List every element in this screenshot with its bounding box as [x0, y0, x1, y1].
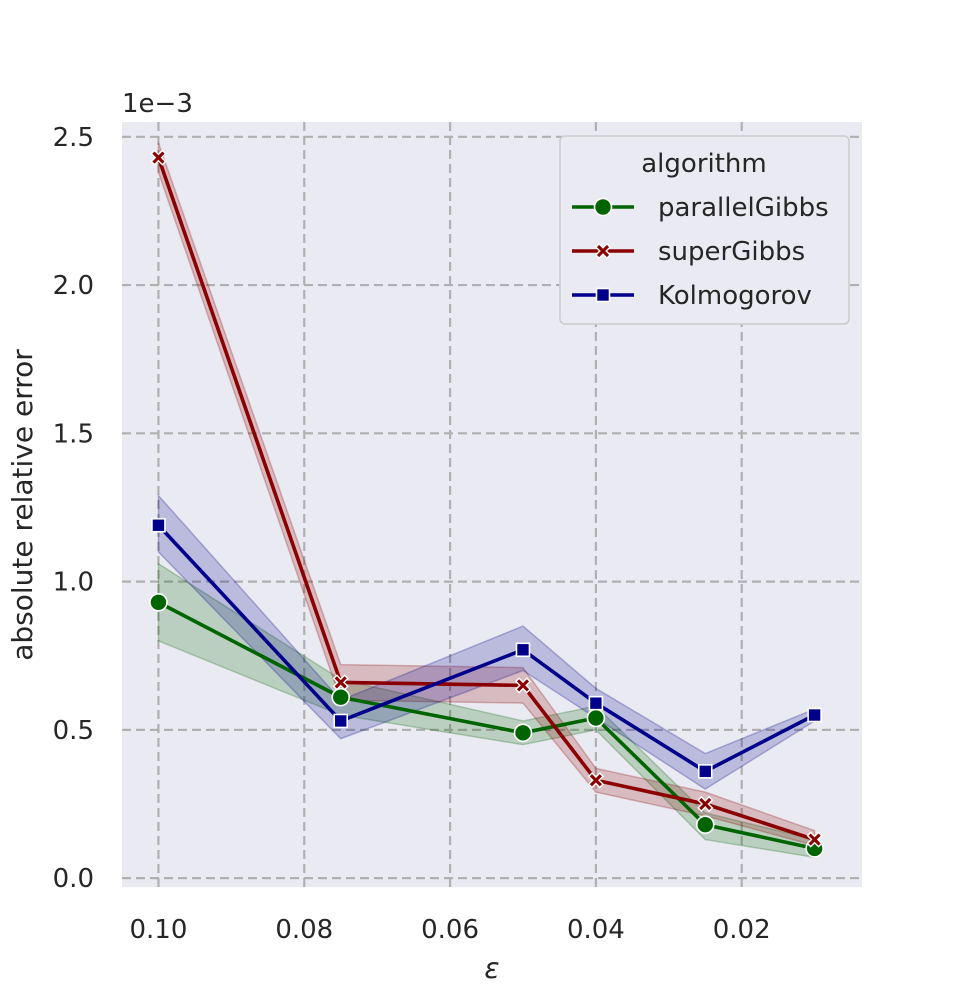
x-tick-labels: 0.10 0.08 0.06 0.04 0.02 — [130, 915, 771, 945]
y-tick-label: 0.0 — [53, 864, 94, 894]
x-tick-label: 0.06 — [421, 915, 479, 945]
supergibbs-x-marker — [587, 772, 604, 789]
parallelgibbs-circle-marker — [586, 708, 606, 728]
series-lines — [156, 156, 816, 851]
kolmogorov-square-marker — [333, 713, 349, 729]
legend: algorithm parallelGibbs superGibbs Kolmogo… — [559, 135, 850, 325]
parallelgibbs-line — [157, 600, 815, 851]
legend-label: superGibbs — [658, 237, 805, 267]
legend-title: algorithm — [641, 149, 766, 179]
supergibbs-x-marker — [514, 677, 532, 694]
x-tick-label: 0.10 — [130, 915, 188, 945]
kolmogorov-square-marker — [697, 764, 713, 779]
x-tick-label: 0.08 — [275, 915, 333, 945]
y-tick-labels: 0.0 0.5 1.0 1.5 2.0 2.5 — [53, 123, 94, 894]
y-tick-label: 0.5 — [53, 716, 94, 746]
x-axis-label: ε — [484, 952, 499, 985]
parallelgibbs-circle-marker — [695, 815, 715, 835]
legend-box — [559, 135, 850, 325]
parallelgibbs-circle-marker — [513, 723, 533, 743]
supergibbs-x-marker — [332, 674, 349, 691]
x-tick-label: 0.04 — [567, 915, 625, 945]
kolmogorov-line — [157, 524, 816, 774]
kolmogorov-square-marker — [151, 517, 166, 533]
legend-label: Kolmogorov — [658, 281, 812, 311]
y-multiplier-label: 1e−3 — [122, 89, 193, 119]
x-tick-label: 0.02 — [713, 915, 771, 945]
legend-entry-parallelgibbs: parallelGibbs — [572, 193, 829, 223]
legend-entry-supergibbs: superGibbs — [572, 237, 805, 267]
legend-supergibbs-x-marker — [594, 242, 612, 260]
supergibbs-x-marker — [806, 831, 823, 848]
legend-parallelgibbs-circle-marker — [593, 197, 613, 217]
y-tick-label: 2.0 — [53, 271, 94, 301]
kolmogorov-square-marker — [515, 642, 531, 658]
y-tick-label: 1.5 — [53, 419, 94, 449]
y-tick-label: 1.0 — [53, 568, 94, 598]
legend-label: parallelGibbs — [658, 193, 829, 223]
kolmogorov-square-marker — [588, 695, 604, 711]
y-tick-label: 2.5 — [53, 123, 94, 153]
y-axis-label: absolute relative error — [6, 349, 39, 661]
supergibbs-x-marker — [697, 795, 714, 813]
series-markers — [149, 149, 824, 858]
kolmogorov-square-marker — [807, 707, 822, 723]
legend-kolmogorov-square-marker — [595, 287, 611, 303]
legend-entries: parallelGibbs superGibbs Kolmogorov — [572, 193, 829, 311]
supergibbs-x-marker — [150, 149, 167, 166]
supergibbs-line — [156, 156, 816, 842]
parallelgibbs-circle-marker — [149, 593, 168, 612]
legend-entry-kolmogorov: Kolmogorov — [572, 281, 812, 311]
parallelgibbs-circle-marker — [331, 687, 351, 707]
